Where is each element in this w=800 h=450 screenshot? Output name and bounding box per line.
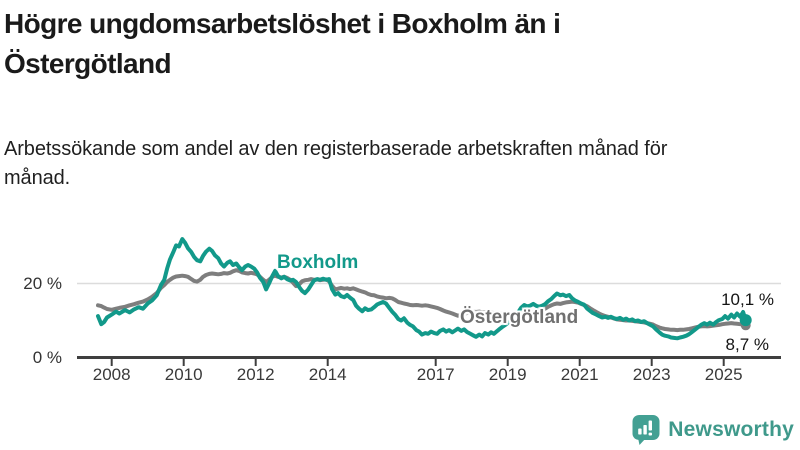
series-label-boxholm: Boxholm xyxy=(277,252,359,273)
x-tick-label: 2023 xyxy=(632,365,671,384)
boxholm-end-dot xyxy=(739,314,752,327)
x-tick-label: 2021 xyxy=(560,365,599,384)
newsworthy-bar-chart-bubble-icon xyxy=(632,415,660,445)
series-label-ostergotland: Östergötland xyxy=(460,307,579,328)
y-tick-label: 0 % xyxy=(32,347,62,367)
newsworthy-brand-text: Newsworthy xyxy=(668,418,794,441)
x-tick-label: 2010 xyxy=(164,365,203,384)
page-title: Högre ungdomsarbetslöshet i Boxholm än i… xyxy=(4,8,561,79)
boxholm-line xyxy=(96,237,748,341)
x-tick-label: 2025 xyxy=(704,365,743,384)
end-value-label-ostergotland: 8,7 % xyxy=(725,335,769,354)
x-tick-label: 2014 xyxy=(308,365,347,384)
newsworthy-logo[interactable]: Newsworthy xyxy=(631,414,794,446)
x-tick-label: 2008 xyxy=(92,365,131,384)
ostergotland-line xyxy=(96,268,748,333)
x-tick-label: 2019 xyxy=(488,365,527,384)
page-subtitle: Arbetssökande som andel av den registerb… xyxy=(4,138,668,189)
x-tick-label: 2012 xyxy=(236,365,275,384)
y-tick-label: 20 % xyxy=(23,273,62,293)
x-tick-label: 2017 xyxy=(416,365,455,384)
end-value-label-boxholm: 10,1 % xyxy=(721,290,774,309)
